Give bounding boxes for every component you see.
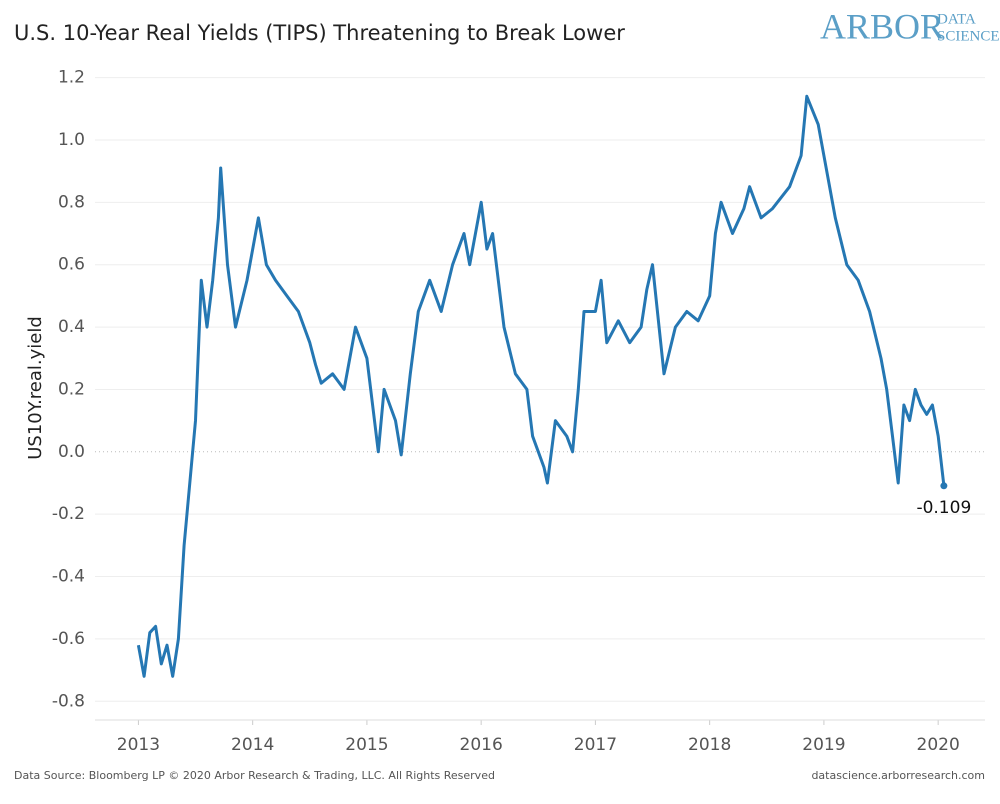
x-tick-label: 2017 bbox=[574, 735, 617, 755]
x-tick-label: 2020 bbox=[917, 735, 960, 755]
chart-title: U.S. 10-Year Real Yields (TIPS) Threaten… bbox=[14, 21, 625, 45]
y-tick-label: 0.4 bbox=[58, 317, 85, 337]
y-tick-label: 0.8 bbox=[58, 192, 85, 212]
x-tick-label: 2013 bbox=[117, 735, 160, 755]
x-tick-label: 2019 bbox=[802, 735, 845, 755]
x-tick-label: 2016 bbox=[460, 735, 503, 755]
y-tick-label: 0.0 bbox=[58, 442, 85, 462]
x-tick-label: 2014 bbox=[231, 735, 274, 755]
x-tick-label: 2018 bbox=[688, 735, 731, 755]
y-tick-label: -0.4 bbox=[52, 567, 85, 587]
y-tick-label: 1.2 bbox=[58, 68, 85, 88]
y-tick-label: 0.2 bbox=[58, 379, 85, 399]
footer-source: Data Source: Bloomberg LP © 2020 Arbor R… bbox=[14, 769, 495, 782]
y-tick-label: 1.0 bbox=[58, 130, 85, 150]
y-tick-label: -0.2 bbox=[52, 504, 85, 524]
logo-brand: ARBOR bbox=[820, 6, 944, 46]
y-tick-label: -0.8 bbox=[52, 691, 85, 711]
x-tick-label: 2015 bbox=[345, 735, 388, 755]
y-tick-label: 0.6 bbox=[58, 255, 85, 275]
footer-site: datascience.arborresearch.com bbox=[811, 769, 985, 782]
end-label: -0.109 bbox=[916, 498, 971, 518]
series-line bbox=[136, 94, 946, 678]
logo-line: SCIENCE bbox=[937, 28, 1000, 44]
logo-line: DATA bbox=[937, 11, 976, 27]
y-axis-label: US10Y.real.yield bbox=[25, 316, 46, 460]
y-tick-label: -0.6 bbox=[52, 629, 85, 649]
end-point bbox=[940, 482, 948, 490]
